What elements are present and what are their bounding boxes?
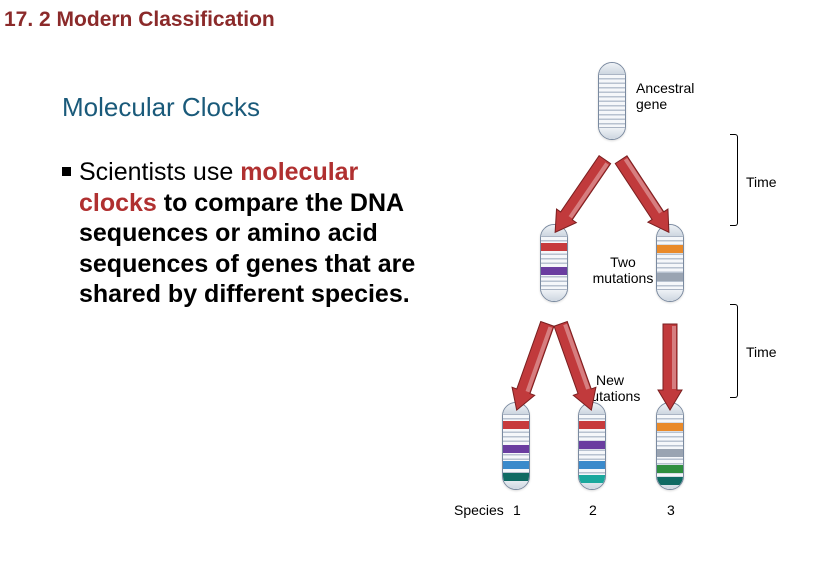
mutation-band xyxy=(503,473,529,481)
body-text-block: Scientists use molecular clocks to compa… xyxy=(62,157,442,310)
mutation-band xyxy=(579,441,605,449)
mutation-band xyxy=(541,243,567,251)
molecular-clock-diagram: Ancestral gene Two mutations New mutatio… xyxy=(480,62,820,552)
mutation-band xyxy=(657,423,683,431)
mutation-band xyxy=(541,267,567,275)
bullet-icon xyxy=(62,167,71,176)
mutation-band xyxy=(657,245,683,253)
chapter-header: 17. 2 Modern Classification xyxy=(0,0,828,32)
gene-capsule xyxy=(656,402,684,490)
descent-arrow-icon xyxy=(541,149,619,243)
body-paragraph: Scientists use molecular clocks to compa… xyxy=(79,157,442,310)
mutation-band xyxy=(657,449,683,457)
gene-capsule xyxy=(598,62,626,140)
mutation-band xyxy=(579,475,605,483)
time-brace xyxy=(730,134,738,226)
descent-arrow-icon xyxy=(654,322,686,412)
label-ancestral: Ancestral gene xyxy=(636,80,696,112)
mutation-band xyxy=(503,445,529,453)
label-two-mutations: Two mutations xyxy=(588,254,658,286)
chapter-title: 17. 2 Modern Classification xyxy=(4,8,275,31)
mutation-band xyxy=(579,461,605,469)
mutation-band xyxy=(657,273,683,281)
descent-arrow-icon xyxy=(545,317,607,418)
mutation-band xyxy=(579,421,605,429)
mutation-band xyxy=(657,477,683,485)
label-species: Species xyxy=(454,502,504,518)
time-brace xyxy=(730,304,738,398)
label-s2: 2 xyxy=(589,502,597,518)
mutation-band xyxy=(503,421,529,429)
mutation-band xyxy=(657,465,683,473)
label-s3: 3 xyxy=(667,502,675,518)
descent-arrow-icon xyxy=(607,149,684,243)
label-time-2: Time xyxy=(746,344,777,360)
label-time-1: Time xyxy=(746,174,777,190)
label-s1: 1 xyxy=(513,502,521,518)
mutation-band xyxy=(503,461,529,469)
body-pre: Scientists use xyxy=(79,158,240,186)
